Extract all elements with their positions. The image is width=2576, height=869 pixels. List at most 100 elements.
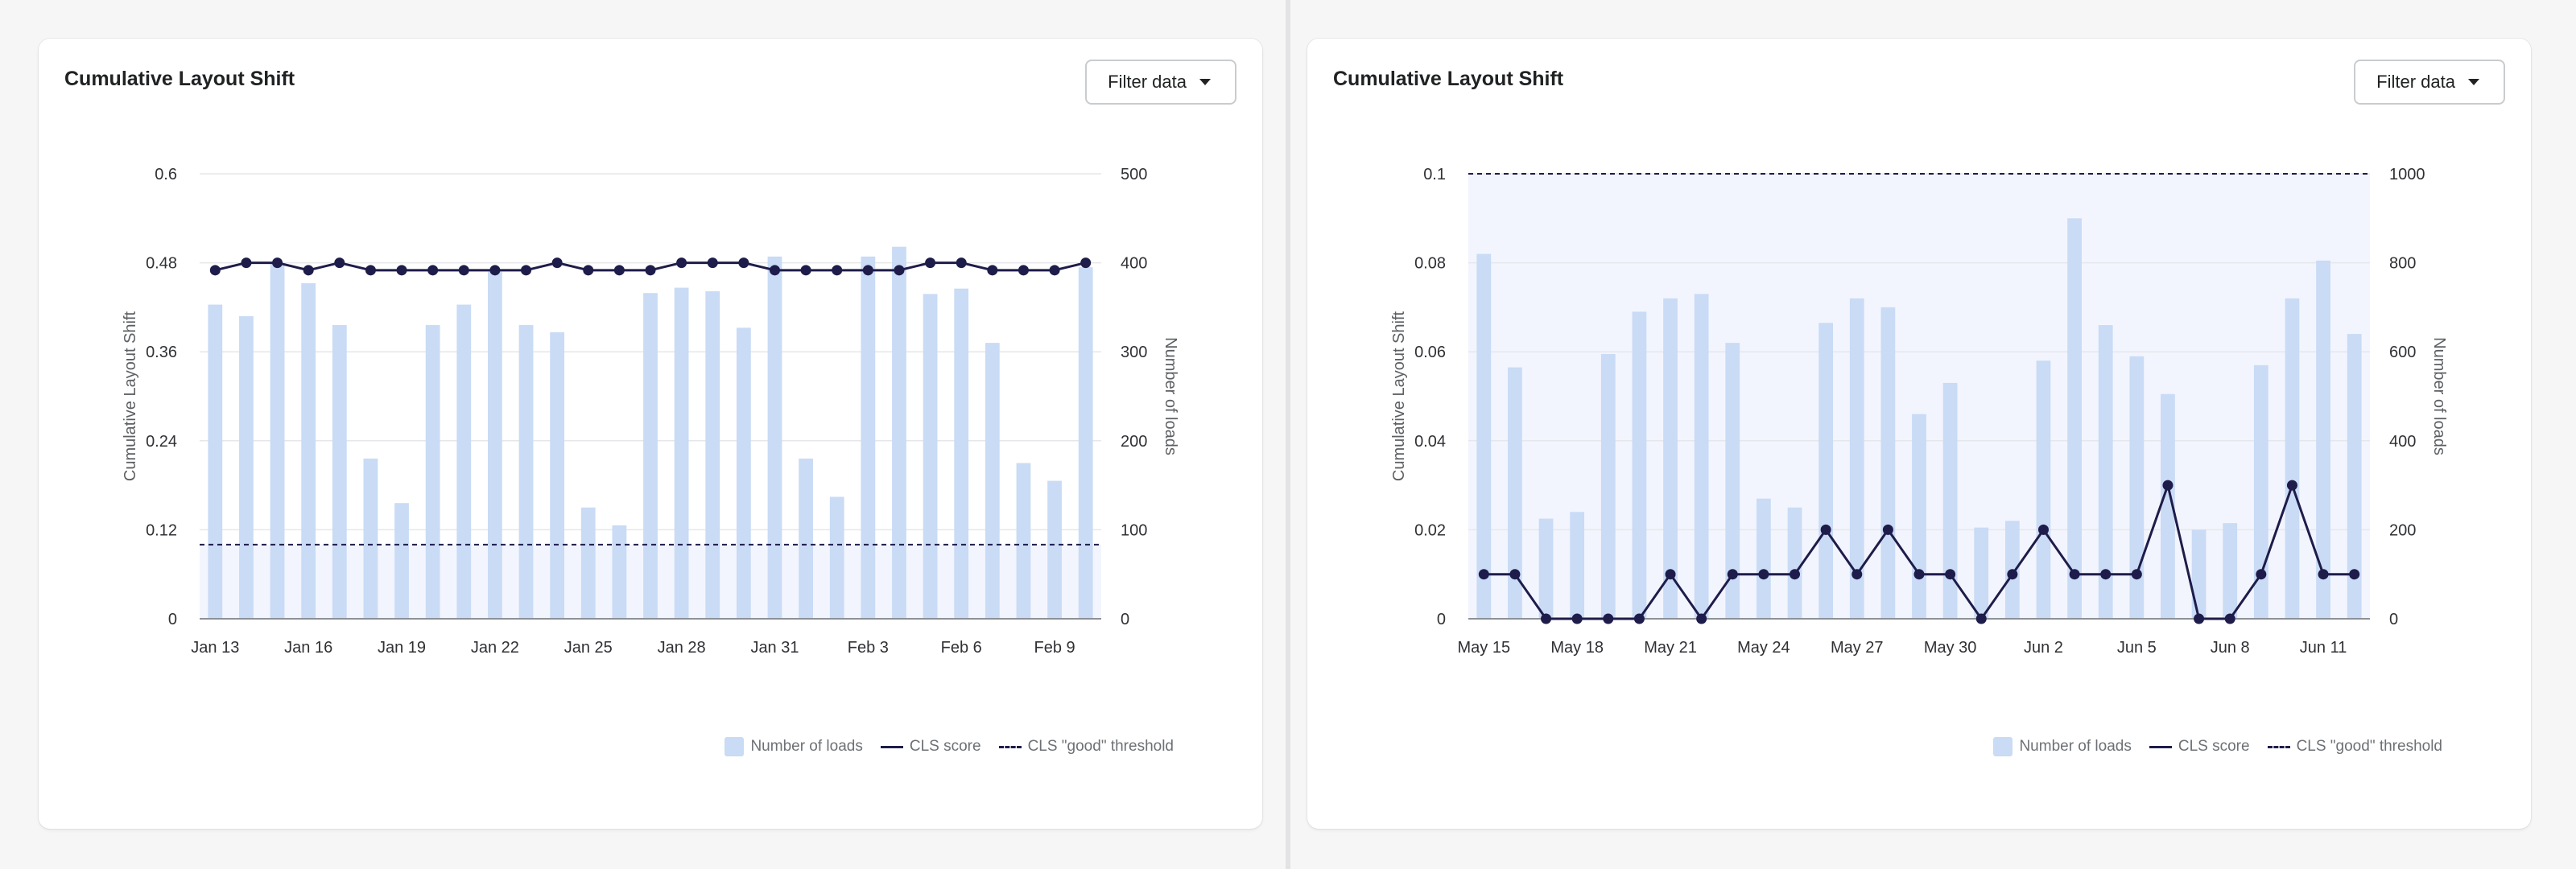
loads-bar <box>1600 353 1616 619</box>
loads-bar <box>612 525 627 619</box>
cls-score-point <box>272 257 283 269</box>
loads-bar <box>2347 334 2362 619</box>
legend-dash-swatch <box>2267 745 2290 748</box>
x-tick-label: Jan 28 <box>658 639 706 657</box>
cls-card-right: Cumulative Layout Shift Filter data 0 0.0… <box>1307 39 2531 829</box>
cls-score-point <box>396 265 407 276</box>
cls-score-point <box>365 265 376 276</box>
y-tick-label-right: 500 <box>1121 166 1147 183</box>
loads-bar <box>488 271 502 619</box>
cls-card-left: Cumulative Layout Shift Filter data 0 0.1… <box>39 39 1262 829</box>
loads-bar <box>363 458 378 619</box>
filter-data-button[interactable]: Filter data <box>2354 60 2505 105</box>
y-tick-label-left: 0 <box>1437 611 1446 628</box>
loads-bar <box>767 256 782 619</box>
cls-score-point <box>738 257 749 269</box>
x-tick-label: Feb 9 <box>1034 639 1075 657</box>
cls-chart: 0 0.12 0.24 0.36 0.48 0.6 0 100 200 300 400 500 Jan … <box>122 166 1179 657</box>
loads-bar <box>923 294 938 619</box>
cls-score-point <box>2286 480 2297 491</box>
loads-bar <box>954 288 969 619</box>
x-tick-label: May 21 <box>1644 639 1697 657</box>
loads-bar <box>861 256 876 619</box>
loads-bar <box>2223 523 2238 619</box>
y-tick-label-right: 100 <box>1121 521 1147 539</box>
cls-score-point <box>1018 265 1029 276</box>
cls-score-point <box>303 265 314 276</box>
filter-data-button[interactable]: Filter data <box>1085 60 1236 105</box>
legend-label-score: CLS score <box>2178 738 2250 755</box>
cls-score-point <box>1603 613 1614 624</box>
x-tick-label: Jan 25 <box>564 639 613 657</box>
cls-score-point <box>583 265 594 276</box>
loads-bar <box>1476 253 1492 619</box>
loads-bar <box>394 503 409 619</box>
x-tick-label: May 15 <box>1458 639 1511 657</box>
legend-label-threshold: CLS "good" threshold <box>2296 738 2442 755</box>
cls-score-point <box>1541 613 1552 624</box>
loads-bar <box>518 325 534 619</box>
cls-score-point <box>1758 569 1769 580</box>
x-tick-label: Jan 31 <box>750 639 799 657</box>
legend-bar-swatch <box>1993 737 2013 756</box>
loads-bar <box>456 304 472 619</box>
loads-bar <box>301 283 316 619</box>
legend-dash-swatch <box>998 745 1022 748</box>
x-tick-label: Feb 3 <box>848 639 889 657</box>
y-tick-label-left: 0.36 <box>146 344 177 361</box>
cls-score-point <box>2100 569 2112 580</box>
loads-bar <box>580 507 596 619</box>
cls-score-point <box>707 257 718 269</box>
x-tick-label: Jan 13 <box>191 639 239 657</box>
cls-score-point <box>956 257 967 269</box>
loads-bar <box>239 315 254 619</box>
card-title: Cumulative Layout Shift <box>1333 68 1564 90</box>
cls-score-point <box>1478 569 1489 580</box>
legend-label-loads: Number of loads <box>750 738 863 755</box>
loads-bar <box>2036 360 2051 619</box>
cls-score-point <box>676 257 687 269</box>
loads-bar <box>2098 325 2113 619</box>
loads-bar <box>425 325 440 619</box>
y-axis-title-right: Number of loads <box>1162 337 1179 455</box>
y-tick-label-right: 1000 <box>2389 166 2425 183</box>
cls-score-point <box>1882 524 1893 535</box>
loads-bar <box>705 290 720 619</box>
loads-bar <box>1818 323 1834 619</box>
cls-score-point <box>427 265 439 276</box>
loads-bar <box>643 293 658 619</box>
cls-score-point <box>1727 569 1738 580</box>
legend-label-threshold: CLS "good" threshold <box>1027 738 1174 755</box>
y-tick-label-right: 200 <box>1121 433 1147 451</box>
loads-bar <box>674 287 689 619</box>
loads-bar <box>1725 343 1740 619</box>
y-tick-label-left: 0.04 <box>1414 433 1446 451</box>
loads-bar <box>1538 518 1554 619</box>
y-tick-label-left: 0.06 <box>1414 344 1446 361</box>
caret-down-icon <box>2468 79 2479 85</box>
cls-score-point <box>2069 569 2080 580</box>
y-tick-label-right: 400 <box>1121 255 1147 273</box>
filter-data-label: Filter data <box>2376 72 2455 92</box>
loads-bar <box>1942 382 1958 619</box>
loads-bar <box>985 343 1000 619</box>
cls-score-point <box>862 265 873 276</box>
cls-score-point <box>334 257 345 269</box>
x-tick-label: Jan 19 <box>378 639 426 657</box>
cls-score-point <box>613 265 625 276</box>
cls-score-point <box>2349 569 2360 580</box>
y-tick-label-left: 0.24 <box>146 433 177 451</box>
cls-score-point <box>925 257 936 269</box>
loads-bar <box>1849 298 1864 619</box>
cls-score-point <box>2256 569 2267 580</box>
y-axis-title-right: Number of loads <box>2430 337 2448 455</box>
loads-bar <box>2191 529 2207 619</box>
loads-bar <box>2161 393 2175 619</box>
loads-bar <box>1078 267 1093 619</box>
loads-bar <box>1508 367 1522 619</box>
loads-bar <box>1912 414 1926 619</box>
y-tick-label-right: 300 <box>1121 344 1147 361</box>
cls-score-point <box>2162 480 2174 491</box>
cls-score-point <box>645 265 656 276</box>
loads-bar <box>1974 527 1989 619</box>
